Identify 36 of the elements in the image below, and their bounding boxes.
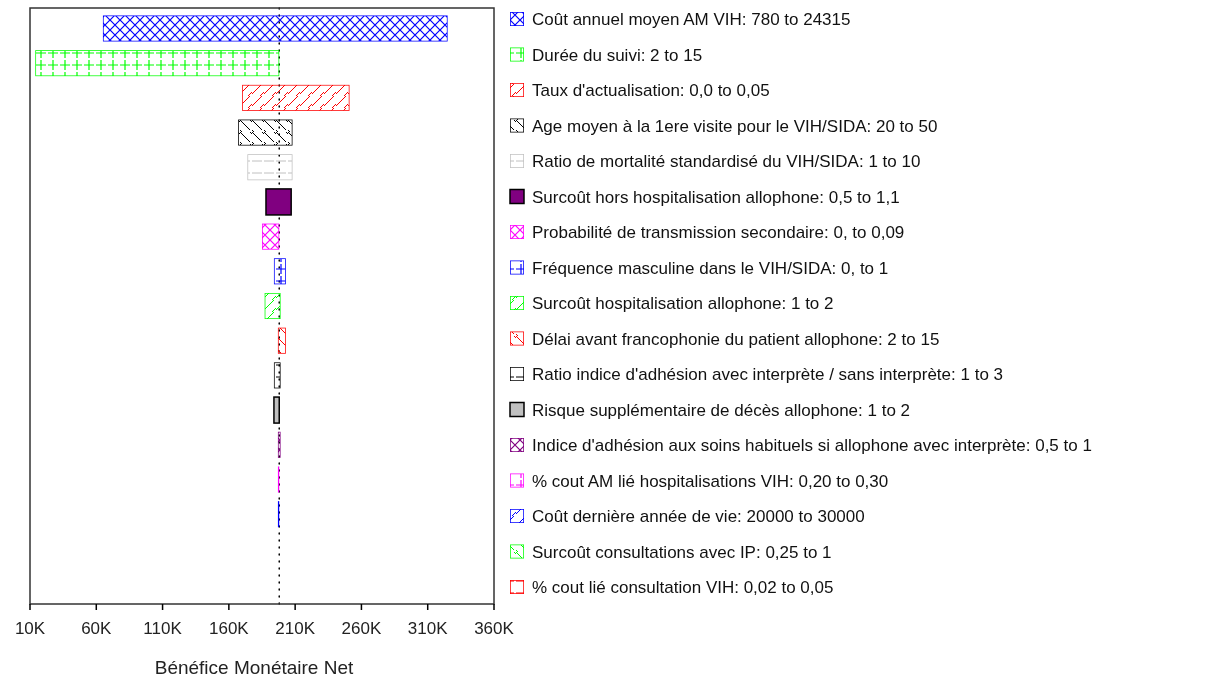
x-tick-label: 260K (341, 619, 382, 638)
x-tick-label: 110K (143, 619, 183, 638)
y-tick-label: Fréquence masculine dans le VIH/SIDA: 0, to 1 (532, 258, 889, 278)
bar (35, 50, 280, 77)
x-tick-label: 160K (209, 619, 250, 638)
y-tick-label: Ratio indice d'adhésion avec interprète / sans interprète: 1 to 3 (532, 365, 1004, 384)
x-tick-label: 10K (14, 619, 46, 638)
bar (277, 327, 286, 354)
y-tick-label: Probabilité de transmission secondaire: 0, to 0,09 (532, 223, 905, 242)
y-tick-label: Durée du suivi: 2 to 15 (532, 45, 703, 65)
bar (273, 258, 286, 285)
bar (264, 292, 281, 320)
y-tick-label: Coût dernière année de vie: 20000 to 30000 (532, 507, 865, 526)
y-tick-label: % cout AM lié hospitalisations VIH: 0,20 to 0,30 (532, 471, 889, 491)
y-tick-label: Risque supplémentaire de décès allophone: 1 to 2 (532, 400, 911, 420)
bar (102, 15, 448, 42)
bar (273, 362, 281, 389)
y-tick-label: Surcoût consultations avec IP: 0,25 to 1 (532, 542, 832, 562)
y-tick-label: Taux d'actualisation: 0,0 to 0,05 (532, 81, 770, 100)
y-tick-label: Ratio de mortalité standardisé du VIH/SIDA: 1 to 10 (532, 152, 921, 171)
x-tick-label: 210K (275, 619, 316, 638)
x-tick-label: 310K (407, 619, 449, 638)
bar (277, 431, 281, 458)
x-tick-label: 60K (81, 619, 113, 638)
bar (242, 84, 350, 111)
y-tick-label: Surcoût hospitalisation allophone: 1 to 2 (532, 294, 834, 313)
y-tick-label: Délai avant francophonie du patient allophone: 2 to 15 (532, 329, 940, 349)
y-tick-label: Surcoût hors hospitalisation allophone: 0,5 to 1,1 (532, 187, 900, 207)
y-tick-label: Age moyen à la 1ere visite pour le VIH/SIDA: 20 to 50 (532, 116, 938, 136)
y-tick-label: % cout lié consultation VIH: 0,02 to 0,05 (532, 578, 834, 597)
y-tick-label: Indice d'adhésion aux soins habituels si allophone avec interprète: 0,5 to 1 (532, 436, 1092, 455)
bar (247, 154, 293, 181)
y-tick-label: Coût annuel moyen AM VIH: 780 to 24315 (532, 10, 851, 29)
bar (262, 223, 280, 250)
x-tick-label: 360K (474, 619, 515, 638)
x-axis-title: Bénéfice Monétaire Net (154, 657, 354, 678)
